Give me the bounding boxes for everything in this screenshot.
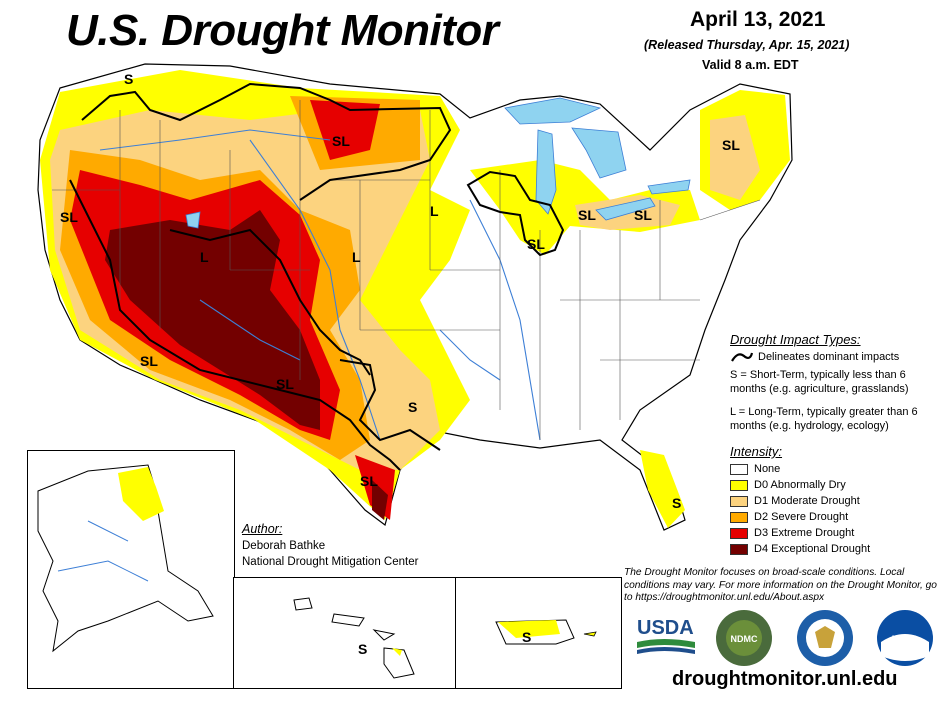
intensity-item-d3: D3 Extreme Drought xyxy=(730,526,854,540)
impact-label: L xyxy=(200,249,209,265)
impact-legend-short-term: S = Short-Term, typically less than 6 mo… xyxy=(730,369,909,395)
puerto-rico-inset: S xyxy=(455,577,622,689)
puerto-rico-map: S xyxy=(495,619,597,645)
d4-southwest xyxy=(105,210,320,430)
swatch-d2 xyxy=(730,511,748,523)
impact-label: SL xyxy=(140,353,158,369)
author-organization: National Drought Mitigation Center xyxy=(242,556,419,568)
lake-huron xyxy=(571,127,627,179)
intensity-label: D4 Exceptional Drought xyxy=(754,543,871,555)
impact-label: L xyxy=(352,249,361,265)
intensity-item-none: None xyxy=(730,462,780,476)
state-boundaries xyxy=(52,100,761,440)
great-salt-lake xyxy=(185,211,201,229)
impact-legend-delineates: Delineates dominant impacts xyxy=(758,351,900,363)
intensity-label: D3 Extreme Drought xyxy=(754,527,855,539)
impact-label: SL xyxy=(722,137,740,153)
ndmc-logo: NDMC xyxy=(716,610,772,666)
hawaii-map: S xyxy=(293,597,415,679)
svg-text:NOAA: NOAA xyxy=(892,634,919,644)
intensity-item-d0: D0 Abnormally Dry xyxy=(730,478,846,492)
d4-south-texas xyxy=(372,480,388,520)
impact-label: SL xyxy=(332,133,350,149)
d1-northeast xyxy=(710,115,760,200)
author-heading: Author: xyxy=(242,522,283,536)
impact-label: S xyxy=(672,495,681,511)
rivers xyxy=(99,129,541,441)
intensity-legend-heading: Intensity: xyxy=(730,444,783,459)
swatch-d4 xyxy=(730,543,748,555)
swatch-none xyxy=(730,463,748,475)
impact-label: S xyxy=(522,629,531,645)
valid-time: Valid 8 a.m. EDT xyxy=(702,58,799,72)
lake-michigan xyxy=(535,129,557,215)
footer-url[interactable]: droughtmonitor.unl.edu xyxy=(672,668,898,690)
intensity-label: D0 Abnormally Dry xyxy=(754,479,846,491)
usda-logo: USDA xyxy=(637,617,695,654)
alaska-inset xyxy=(27,450,235,689)
swatch-d1 xyxy=(730,495,748,507)
author-name: Deborah Bathke xyxy=(242,540,326,552)
svg-text:NDMC: NDMC xyxy=(731,634,758,644)
swatch-d0 xyxy=(730,479,748,491)
impact-label: S xyxy=(408,399,417,415)
intensity-item-d1: D1 Moderate Drought xyxy=(730,494,860,508)
impact-label: SL xyxy=(527,236,545,252)
lake-ontario xyxy=(647,179,691,195)
impact-legend-long-term: L = Long-Term, typically greater than 6 … xyxy=(730,406,918,432)
lake-erie xyxy=(595,197,656,221)
intensity-label: D2 Severe Drought xyxy=(754,511,849,523)
map-title: U.S. Drought Monitor xyxy=(66,6,499,55)
hawaii-inset: S xyxy=(233,577,457,689)
impact-label: SL xyxy=(276,376,294,392)
intensity-label: D1 Moderate Drought xyxy=(754,495,860,507)
commerce-seal-logo xyxy=(797,610,853,666)
d3-north-dakota xyxy=(310,100,380,160)
impact-label: SL xyxy=(634,207,652,223)
impact-label: S xyxy=(124,71,133,87)
intensity-item-d2: D2 Severe Drought xyxy=(730,510,848,524)
map-date: April 13, 2021 xyxy=(690,8,826,31)
swatch-d3 xyxy=(730,527,748,539)
impact-label: SL xyxy=(60,209,78,225)
intensity-label: None xyxy=(754,463,781,475)
impact-label: L xyxy=(430,203,439,219)
noaa-logo: NOAA xyxy=(877,610,933,666)
delineation-line-icon xyxy=(731,352,754,362)
intensity-item-d4: D4 Exceptional Drought xyxy=(730,542,870,556)
svg-text:USDA: USDA xyxy=(637,617,694,639)
d0-florida xyxy=(640,450,685,528)
alaska-map xyxy=(37,464,214,653)
impact-label: SL xyxy=(360,473,378,489)
impact-delineations xyxy=(69,82,565,471)
impact-legend-heading: Drought Impact Types: xyxy=(730,332,861,347)
release-date: (Released Thursday, Apr. 15, 2021) xyxy=(644,38,850,52)
impact-label: S xyxy=(358,641,367,657)
lake-superior xyxy=(504,97,602,125)
impact-label: SL xyxy=(578,207,596,223)
disclaimer-text: The Drought Monitor focuses on broad-sca… xyxy=(624,567,937,603)
